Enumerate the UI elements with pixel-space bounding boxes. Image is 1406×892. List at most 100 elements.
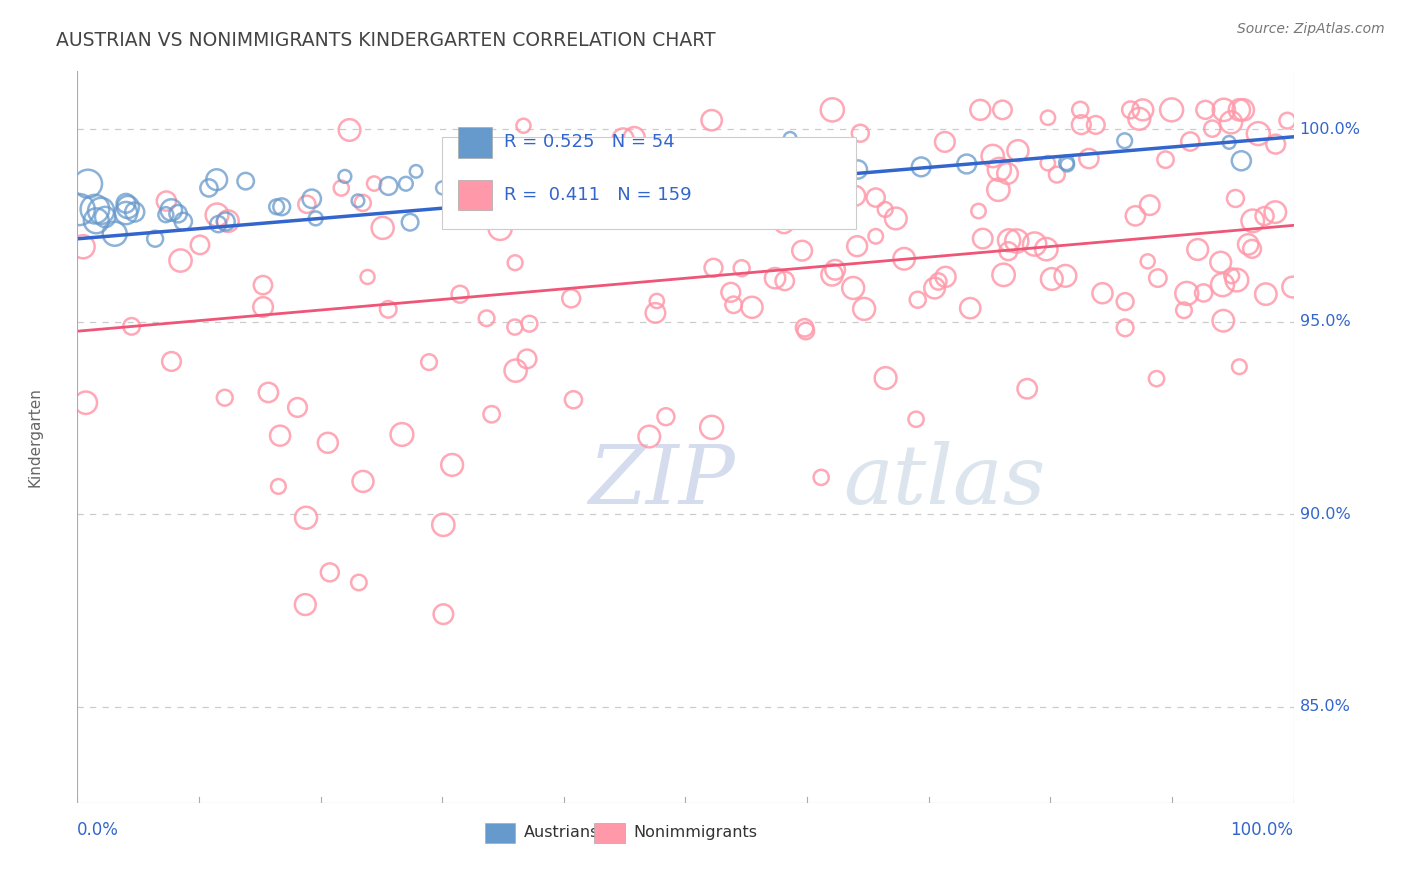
Point bbox=[1146, 371, 1168, 385]
Point bbox=[1136, 254, 1159, 268]
Point bbox=[143, 232, 166, 246]
Point bbox=[481, 407, 503, 421]
Point bbox=[1227, 359, 1250, 374]
Point bbox=[773, 274, 796, 288]
Point bbox=[623, 130, 645, 145]
Point bbox=[503, 256, 526, 270]
Point bbox=[1277, 113, 1299, 128]
FancyBboxPatch shape bbox=[595, 822, 624, 843]
Point bbox=[1077, 152, 1099, 166]
Point bbox=[1281, 280, 1303, 294]
Text: 100.0%: 100.0% bbox=[1299, 121, 1361, 136]
Point bbox=[347, 575, 370, 590]
Point bbox=[1212, 103, 1234, 117]
Point bbox=[391, 427, 413, 442]
Point bbox=[1230, 153, 1253, 168]
Point bbox=[519, 317, 541, 331]
Point bbox=[1218, 136, 1240, 150]
Point bbox=[160, 202, 183, 217]
Point bbox=[1084, 118, 1107, 132]
Point bbox=[305, 211, 328, 226]
Point bbox=[352, 475, 374, 489]
Point bbox=[679, 175, 702, 189]
Point bbox=[821, 103, 844, 117]
Point bbox=[793, 320, 815, 334]
Point bbox=[651, 181, 673, 195]
Point bbox=[1212, 314, 1234, 328]
Point bbox=[853, 301, 876, 316]
Point bbox=[731, 261, 754, 276]
Point bbox=[741, 301, 763, 315]
Point bbox=[339, 123, 361, 137]
Point bbox=[215, 214, 238, 228]
Point bbox=[1229, 103, 1251, 117]
Point bbox=[266, 200, 288, 214]
Point bbox=[1139, 198, 1161, 212]
Point bbox=[612, 132, 634, 146]
Point bbox=[1046, 168, 1069, 182]
Point bbox=[205, 208, 228, 222]
Point bbox=[301, 192, 323, 206]
Point bbox=[72, 240, 94, 254]
Point bbox=[568, 187, 591, 202]
Text: atlas: atlas bbox=[844, 441, 1046, 521]
Point bbox=[1147, 271, 1170, 285]
Point bbox=[779, 131, 801, 145]
Point bbox=[1240, 242, 1263, 256]
Point bbox=[294, 598, 316, 612]
Point bbox=[846, 162, 869, 177]
Point bbox=[115, 206, 138, 220]
Point bbox=[972, 231, 994, 245]
Point bbox=[432, 607, 454, 622]
Point bbox=[517, 186, 540, 200]
Point bbox=[907, 293, 929, 307]
Text: 0.0%: 0.0% bbox=[77, 821, 120, 839]
Point bbox=[505, 364, 527, 378]
Point bbox=[1253, 209, 1275, 223]
Point bbox=[993, 268, 1015, 282]
Point bbox=[723, 298, 745, 312]
Point bbox=[432, 181, 454, 195]
Point bbox=[910, 160, 932, 174]
Point bbox=[449, 287, 471, 301]
Point bbox=[252, 300, 274, 314]
Point bbox=[988, 162, 1011, 177]
Point bbox=[1232, 103, 1254, 117]
FancyBboxPatch shape bbox=[485, 822, 515, 843]
Point bbox=[560, 292, 582, 306]
Point bbox=[167, 207, 190, 221]
Point bbox=[644, 306, 666, 320]
Point bbox=[969, 103, 991, 117]
Point bbox=[405, 164, 427, 178]
Point bbox=[1180, 135, 1202, 149]
Point bbox=[893, 252, 915, 266]
Point bbox=[602, 153, 624, 167]
Point bbox=[104, 227, 127, 241]
Point bbox=[991, 103, 1014, 117]
Point bbox=[1069, 103, 1091, 117]
Point bbox=[1005, 234, 1028, 248]
Point bbox=[865, 190, 887, 204]
Point bbox=[1036, 111, 1059, 125]
Point bbox=[763, 271, 786, 285]
Point bbox=[824, 262, 846, 277]
Point bbox=[820, 174, 842, 188]
Point bbox=[825, 153, 848, 168]
Point bbox=[155, 208, 177, 222]
Point bbox=[198, 181, 221, 195]
Point bbox=[207, 217, 229, 231]
Point bbox=[84, 214, 107, 228]
Point bbox=[1070, 118, 1092, 132]
Point bbox=[252, 278, 274, 293]
Point bbox=[702, 260, 724, 275]
Text: 90.0%: 90.0% bbox=[1299, 507, 1350, 522]
Point bbox=[295, 197, 318, 211]
Point bbox=[1194, 103, 1216, 117]
Point bbox=[1160, 103, 1182, 117]
Point bbox=[124, 205, 146, 219]
Point bbox=[169, 253, 191, 268]
Point bbox=[516, 351, 538, 366]
Text: 85.0%: 85.0% bbox=[1299, 699, 1351, 714]
Point bbox=[810, 470, 832, 484]
Point bbox=[998, 233, 1021, 247]
